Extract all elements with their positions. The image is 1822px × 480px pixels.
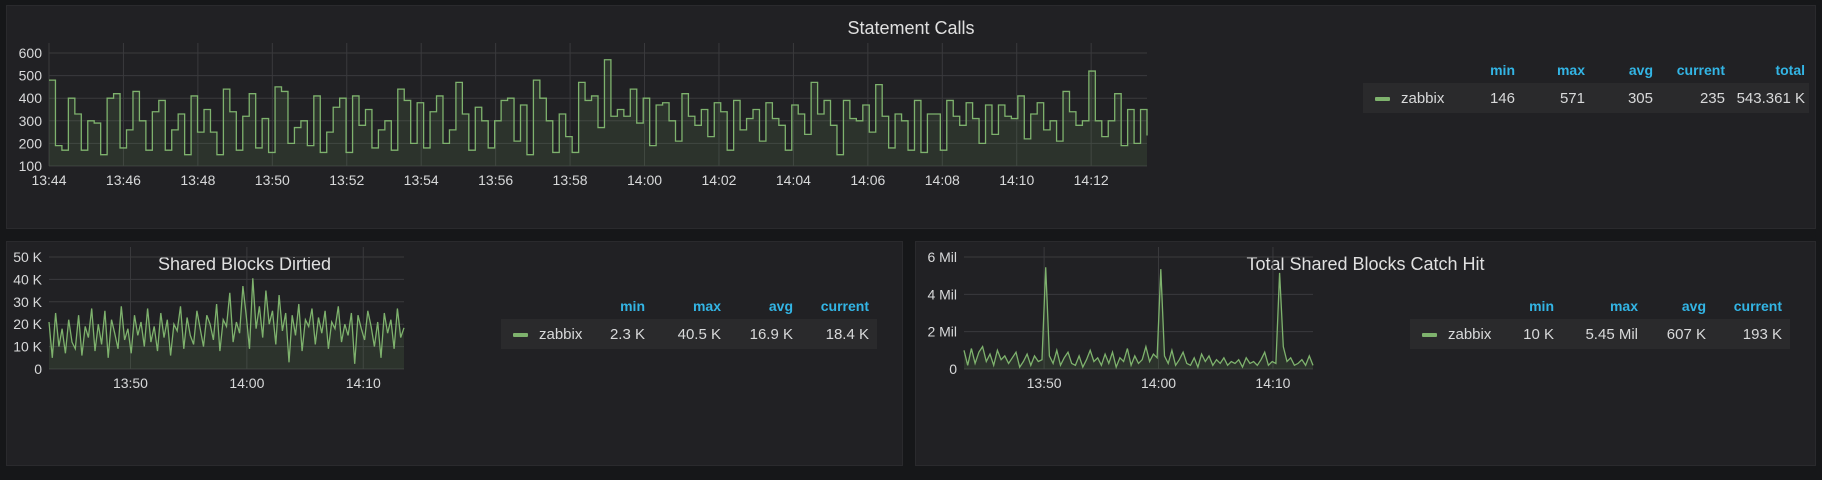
y-tick-label: 20 K: [13, 316, 42, 332]
legend-value-avg: 305: [1627, 90, 1653, 107]
y-tick-label: 600: [19, 45, 43, 61]
x-tick-label: 13:48: [180, 172, 215, 188]
series-area-fill: [49, 278, 404, 369]
legend-header-current[interactable]: current: [820, 298, 869, 314]
legend-value-min: 10 K: [1523, 326, 1554, 343]
legend-value-avg: 16.9 K: [749, 326, 793, 343]
legend-series-row[interactable]: zabbix 2.3 K 40.5 K 16.9 K 18.4 K: [501, 319, 877, 349]
y-tick-label: 30 K: [13, 294, 42, 310]
series-color-swatch[interactable]: [1375, 97, 1390, 101]
x-tick-label: 13:44: [31, 172, 66, 188]
y-tick-label: 6 Mil: [927, 249, 957, 265]
panel-title[interactable]: Total Shared Blocks Catch Hit: [1246, 254, 1485, 274]
legend-header-avg[interactable]: avg: [1681, 298, 1706, 314]
x-tick-label: 13:50: [1027, 375, 1062, 391]
x-tick-label: 14:04: [776, 172, 811, 188]
y-tick-label: 200: [19, 135, 43, 151]
statement-calls-chart[interactable]: 100 200 300 400 500 600 13:44 13:46 13:48 13:50 13…: [7, 6, 1817, 230]
y-tick-label: 400: [19, 90, 43, 106]
legend-header-max[interactable]: max: [1556, 62, 1585, 78]
legend-header-avg[interactable]: avg: [768, 298, 793, 314]
x-tick-label: 13:46: [106, 172, 141, 188]
legend-header-max[interactable]: max: [692, 298, 721, 314]
legend-value-avg: 607 K: [1666, 326, 1706, 343]
series-line-zabbix[interactable]: [49, 59, 1148, 156]
x-tick-label: 14:02: [701, 172, 736, 188]
x-tick-label: 14:00: [627, 172, 662, 188]
legend-series-row[interactable]: zabbix 146 571 305 235 543.361 K: [1363, 83, 1809, 113]
x-tick-label: 13:56: [478, 172, 513, 188]
y-tick-label: 300: [19, 113, 43, 129]
x-tick-label: 13:52: [329, 172, 364, 188]
series-color-swatch[interactable]: [513, 333, 528, 337]
legend-value-current: 193 K: [1742, 326, 1782, 343]
series-color-swatch[interactable]: [1422, 333, 1437, 337]
x-tick-label: 13:50: [113, 375, 148, 391]
legend-value-current: 235: [1699, 90, 1725, 107]
series-line-zabbix[interactable]: [48, 278, 405, 364]
y-tick-label: 4 Mil: [927, 286, 957, 302]
legend-header-max[interactable]: max: [1609, 298, 1638, 314]
x-tick-label: 14:10: [1255, 375, 1290, 391]
legend-header-total[interactable]: total: [1775, 62, 1805, 78]
panel-statement-calls: Statement Calls 100 200 300 400 500 600 13:44 1…: [6, 5, 1816, 229]
shared-blocks-dirtied-chart[interactable]: 0 10 K 20 K 30 K 40 K 50 K 13:50 14:00 14:10: [7, 242, 904, 467]
panel-shared-blocks-dirtied: Shared Blocks Dirtied 0 10 K 20 K 30 K 40 K 5…: [6, 241, 903, 466]
legend-header-min[interactable]: min: [1529, 298, 1554, 314]
legend-header-min[interactable]: min: [620, 298, 645, 314]
x-tick-label: 14:12: [1074, 172, 1109, 188]
y-tick-label: 10 K: [13, 339, 42, 355]
y-tick-label: 500: [19, 68, 43, 84]
legend-series-name[interactable]: zabbix: [1401, 90, 1445, 107]
y-tick-label: 2 Mil: [927, 324, 957, 340]
legend: min max avg current zabbix 2.3 K 40.5 K …: [493, 242, 893, 467]
total-shared-blocks-catch-hit-chart[interactable]: 0 2 Mil 4 Mil 6 Mil 13:50 14:00 14:10: [916, 242, 1817, 467]
legend-series-name[interactable]: zabbix: [539, 326, 583, 343]
legend-header-current[interactable]: current: [1733, 298, 1782, 314]
y-tick-label: 0: [949, 361, 957, 377]
legend: min max avg current total zabbix 146 571…: [1359, 6, 1809, 230]
series-area-fill: [964, 267, 1313, 369]
x-tick-label: 14:10: [999, 172, 1034, 188]
legend-header-avg[interactable]: avg: [1628, 62, 1653, 78]
series-line-zabbix[interactable]: [963, 267, 1314, 370]
legend-value-max: 5.45 Mil: [1585, 326, 1638, 343]
legend-header-current[interactable]: current: [1676, 62, 1725, 78]
x-tick-label: 14:08: [925, 172, 960, 188]
legend-value-total: 543.361 K: [1736, 90, 1805, 107]
y-tick-label: 100: [19, 158, 43, 174]
legend: min max avg current zabbix 10 K 5.45 Mil…: [1402, 242, 1807, 467]
legend-value-current: 18.4 K: [825, 326, 869, 343]
x-tick-label: 14:00: [229, 375, 264, 391]
y-tick-label: 50 K: [13, 249, 42, 265]
legend-value-min: 146: [1489, 90, 1515, 107]
legend-series-row[interactable]: zabbix 10 K 5.45 Mil 607 K 193 K: [1410, 319, 1790, 349]
x-tick-label: 14:10: [346, 375, 381, 391]
x-tick-label: 13:54: [404, 172, 439, 188]
panel-title[interactable]: Statement Calls: [847, 18, 975, 38]
legend-value-max: 40.5 K: [677, 326, 721, 343]
y-tick-label: 40 K: [13, 271, 42, 287]
legend-value-max: 571: [1559, 90, 1585, 107]
x-tick-label: 13:50: [255, 172, 290, 188]
y-tick-label: 0: [34, 361, 42, 377]
legend-header-min[interactable]: min: [1490, 62, 1515, 78]
legend-series-name[interactable]: zabbix: [1448, 326, 1492, 343]
x-tick-label: 14:00: [1141, 375, 1176, 391]
panel-title[interactable]: Shared Blocks Dirtied: [157, 254, 332, 274]
panel-total-shared-blocks-catch-hit: Total Shared Blocks Catch Hit 0 2 Mil 4 Mi…: [915, 241, 1816, 466]
legend-value-min: 2.3 K: [609, 326, 645, 343]
x-tick-label: 13:58: [553, 172, 588, 188]
x-tick-label: 14:06: [850, 172, 885, 188]
